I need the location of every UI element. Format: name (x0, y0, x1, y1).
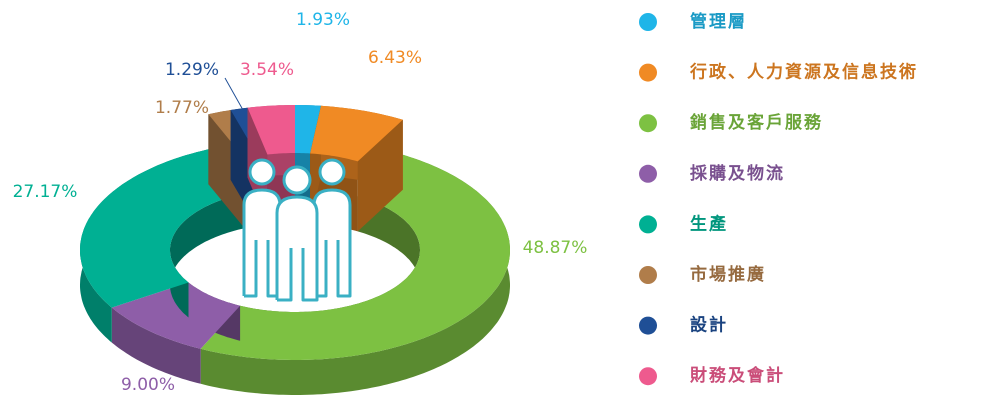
legend-label: 銷售及客戶服務 (690, 112, 823, 133)
legend-label: 行政、人力資源及信息技術 (689, 62, 918, 83)
legend-label: 設計 (690, 315, 728, 336)
legend-label: 財務及會計 (689, 365, 785, 386)
slice-top (310, 105, 403, 162)
value-labels: 1.93% 6.43% 48.87% 9.00% 27.17% 1.77% 1.29% 3.5… (13, 10, 588, 395)
leader-line (224, 77, 244, 111)
slice (200, 154, 510, 395)
people-icon (242, 158, 352, 302)
slice (80, 149, 245, 343)
slice-outer-side (111, 307, 201, 384)
legend-marker (639, 316, 657, 335)
legend-label: 市場推廣 (690, 264, 766, 285)
legend-label: 採購及物流 (690, 163, 785, 184)
slice-top (111, 282, 241, 349)
value-label: 1.77% (155, 98, 209, 118)
value-label: 48.87% (523, 238, 588, 258)
value-label: 9.00% (121, 375, 175, 395)
legend-marker (639, 215, 657, 234)
legend-marker (639, 164, 657, 183)
slice-top (200, 154, 510, 360)
legend-label: 生產 (690, 213, 728, 234)
slice-top (80, 149, 245, 308)
value-label: 3.54% (240, 60, 294, 80)
legend-marker (639, 13, 657, 31)
legend-marker (639, 266, 657, 284)
slice-outer-side (200, 154, 510, 395)
slice-inner-side (170, 193, 245, 318)
value-label: 1.29% (165, 60, 219, 80)
value-label: 1.93% (296, 10, 350, 30)
legend-marker (639, 367, 657, 386)
slice-top (295, 105, 321, 154)
value-label: 6.43% (368, 48, 422, 68)
slice-top (247, 105, 295, 155)
legend-label: 管理層 (690, 11, 747, 32)
donut (80, 105, 510, 395)
value-label: 27.17% (13, 182, 78, 202)
slice-end-side (357, 119, 403, 232)
legend-marker (639, 114, 657, 133)
slice-end-side (208, 114, 245, 229)
slice (111, 282, 241, 384)
legend-marker (639, 63, 657, 82)
